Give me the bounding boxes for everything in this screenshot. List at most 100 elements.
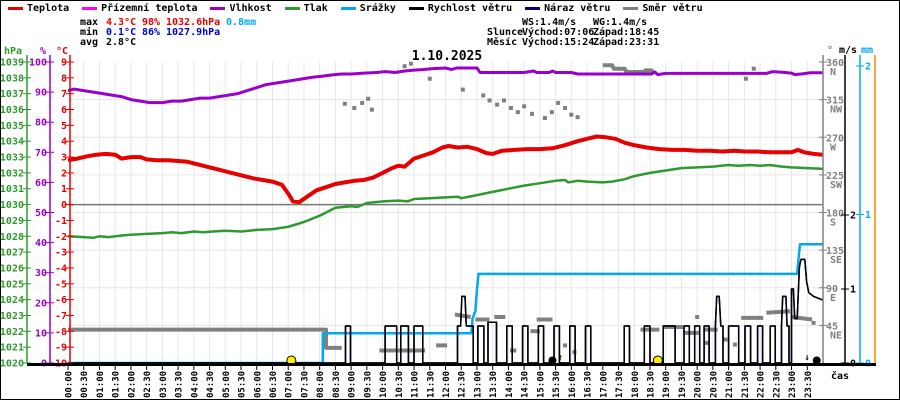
axis-tick-label: -8 <box>55 327 67 338</box>
axis-tick-label: 315 <box>826 96 844 107</box>
axis-tick-label: 225 <box>826 171 844 182</box>
axis-tick-label: 90 <box>35 88 47 99</box>
axis-tick-label: 50 <box>35 208 47 219</box>
axis-tick-label: -6 <box>55 295 67 306</box>
legend-label: Srážky <box>359 3 396 14</box>
axis-tick-label: 1027 <box>0 248 24 259</box>
wind-direction-dot <box>575 115 580 120</box>
axis-tick-label: -1 <box>55 216 67 227</box>
stats-max-row: max 4.3°C 98% 1032.6hPa 0.8mm <box>80 18 256 28</box>
axis-tick-label: 1033 <box>0 153 24 164</box>
axis-tick-label: 1029 <box>0 216 24 227</box>
axis-tick-label: mm <box>861 45 873 56</box>
time-tick-label: 08:30 <box>332 371 342 398</box>
axis-tick-label: 1031 <box>0 184 24 195</box>
axis-tick-label: 180 <box>826 209 844 220</box>
time-tick-label: 07:30 <box>300 371 310 398</box>
time-tick-label: 09:30 <box>363 371 373 398</box>
time-tick-label: 23:30 <box>804 371 814 398</box>
wind-direction-segment <box>454 312 472 319</box>
wind-direction-dot <box>732 342 737 347</box>
axis-tick-label: N <box>830 67 836 78</box>
time-tick-label: 04:30 <box>206 371 216 398</box>
legend-label: Přízemní teplota <box>101 3 198 14</box>
time-tick-label: 06:30 <box>269 371 279 398</box>
moonrise-time: Východ:15:24 <box>522 37 595 48</box>
axis-tick-label: 1036 <box>0 105 24 116</box>
wind-direction-dot <box>549 110 554 115</box>
min-pressure: 1027.9hPa <box>166 27 221 38</box>
axis-tick-label: 2 <box>850 211 856 222</box>
axis-tick-label: 9 <box>61 58 67 69</box>
axis-tick-label: 1026 <box>0 263 24 274</box>
axis-tick-label: 1039 <box>0 58 24 69</box>
wind-direction-dot <box>352 105 357 110</box>
wind-direction-dot <box>508 105 513 110</box>
axes: 1039103810371036103510341033103210311030… <box>0 45 876 398</box>
series-sr-ky <box>68 242 823 365</box>
wind-direction-dot <box>402 64 407 69</box>
series-tlak <box>67 163 824 240</box>
axis-tick-label: 45 <box>826 321 838 332</box>
wind-speed-stat: WS:1.4m/s <box>522 17 577 28</box>
axis-tick-label: 1024 <box>0 295 24 306</box>
max-rain: 0.8mm <box>226 17 257 28</box>
chart-title: 1.10.2025 <box>412 49 482 64</box>
time-tick-label: 06:00 <box>253 371 263 398</box>
moon-arrow-icon: ↓ <box>805 353 810 363</box>
wind-direction-dot <box>515 110 520 115</box>
prizemni-teplota-line-swatch <box>82 7 98 10</box>
axis-tick-label: 4 <box>61 137 67 148</box>
wind-direction-dot <box>542 116 547 121</box>
time-tick-label: 15:00 <box>536 371 546 398</box>
axis-tick-label: °C <box>56 46 68 57</box>
legend-item-rychlost-vetru: Rychlost větru <box>408 3 512 14</box>
time-tick-label: 18:30 <box>646 371 656 398</box>
time-tick-label: 15:30 <box>552 371 562 398</box>
sunset-time: Západ:18:45 <box>593 27 660 38</box>
time-tick-label: 11:30 <box>426 371 436 398</box>
min-humidity: 86% <box>142 27 161 38</box>
tlak-line-swatch <box>284 7 300 10</box>
axis-tick-label: 1 <box>850 285 856 296</box>
legend-item-naraz-vetru: Náraz větru <box>525 3 610 14</box>
wind-direction-dot <box>704 340 709 345</box>
moonset-time: Západ:23:31 <box>593 37 660 48</box>
wind-gust-stat: WG:1.4m/s <box>593 17 648 28</box>
min-temp: 0.1°C <box>106 27 137 38</box>
wind-direction-dot <box>369 107 374 112</box>
moon-arrow-icon: ↑ <box>558 353 563 363</box>
time-tick-label: 04:00 <box>190 371 200 398</box>
axis-tick-label: 70 <box>35 148 47 159</box>
time-tick-label: 14:00 <box>505 371 515 398</box>
axis-tick-label: S <box>830 218 836 229</box>
legend-item-srazky: Srážky <box>340 3 396 14</box>
moon-marker-icon <box>548 356 557 365</box>
wind-direction-dot <box>495 102 500 107</box>
axis-tick-label: 1020 <box>0 359 24 370</box>
time-tick-label: 01:00 <box>96 371 106 398</box>
naraz-vetru-line-swatch <box>525 7 541 10</box>
time-tick-label: 13:00 <box>473 371 483 398</box>
rychlost-vetru-line-swatch <box>408 7 424 10</box>
legend-item-tlak: Tlak <box>284 3 328 14</box>
axis-tick-label: 1035 <box>0 121 24 132</box>
chart-layers: ↑ ↓ <box>67 61 824 366</box>
time-tick-label: 17:30 <box>615 371 625 398</box>
wind-direction-dot <box>408 61 413 66</box>
axis-tick-label: m/s <box>839 45 857 56</box>
axis-tick-label: 135 <box>826 246 844 257</box>
legend-item-teplota: Teplota <box>8 3 69 14</box>
wind-direction-dot <box>522 104 527 109</box>
axis-tick-label: 1021 <box>0 343 24 354</box>
vlhkost-line-swatch <box>210 7 226 10</box>
wind-direction-segment <box>602 63 655 76</box>
stats-minmax-block: max 4.3°C 98% 1032.6hPa 0.8mm min 0.1°C … <box>80 18 340 50</box>
axis-tick-label: NW <box>830 105 843 116</box>
axis-tick-label: 1030 <box>0 200 24 211</box>
legend-item-prizemni-teplota: Přízemní teplota <box>82 3 197 14</box>
time-tick-label: 00:00 <box>65 371 75 398</box>
axis-tick-label: 7 <box>61 89 67 100</box>
axis-tick-label: -3 <box>55 248 67 259</box>
axis-tick-label: NE <box>830 330 842 341</box>
